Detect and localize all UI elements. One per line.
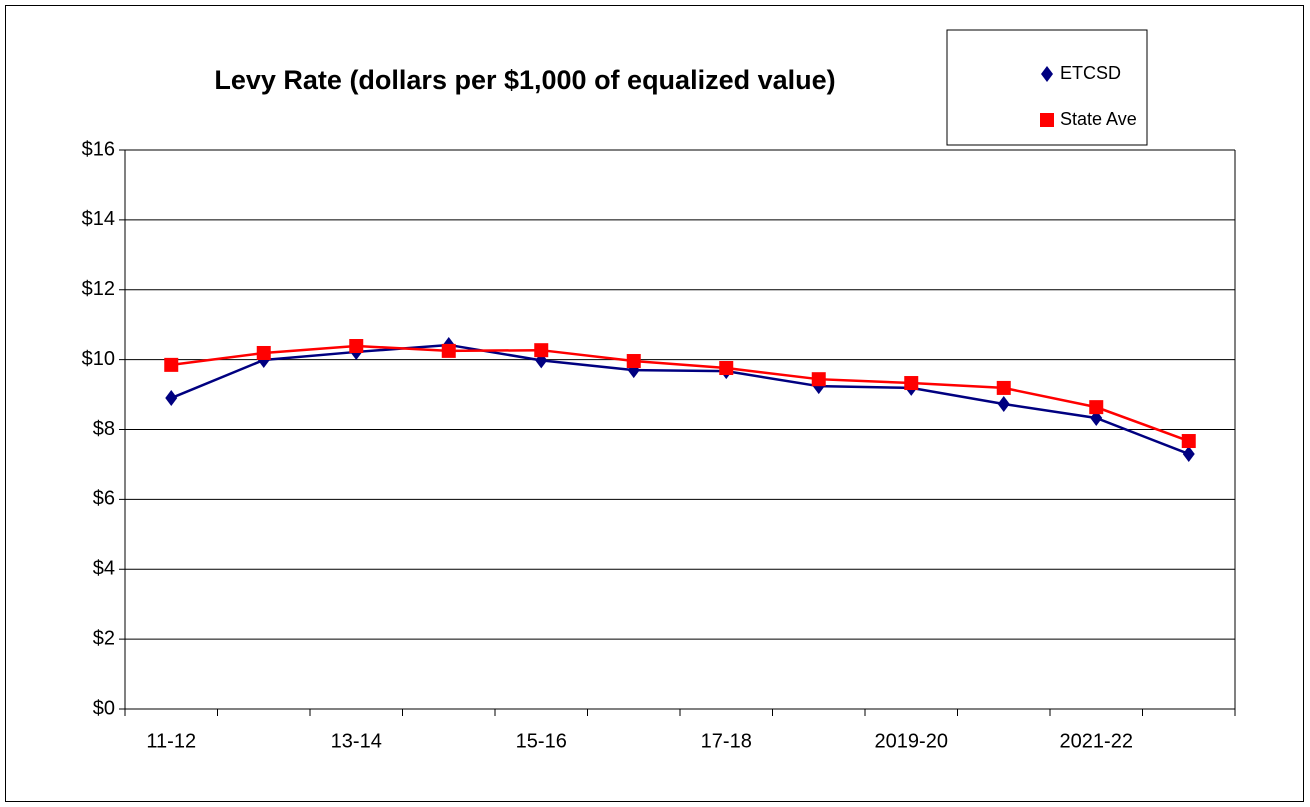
y-tick-label: $2 <box>93 627 115 649</box>
data-point <box>441 343 456 358</box>
data-point <box>996 380 1011 395</box>
legend-label: ETCSD <box>1060 63 1121 83</box>
y-tick-label: $4 <box>93 558 115 580</box>
chart-title: Levy Rate (dollars per $1,000 of equaliz… <box>214 65 835 95</box>
data-point <box>997 395 1010 412</box>
y-tick-label: $12 <box>82 278 115 300</box>
y-tick-label: $8 <box>93 418 115 440</box>
data-point <box>811 372 826 387</box>
series-line <box>170 343 1190 456</box>
legend-label: State Ave <box>1060 109 1137 129</box>
data-point <box>1181 434 1196 449</box>
data-point <box>256 345 271 360</box>
y-tick-label: $6 <box>93 488 115 510</box>
data-point <box>349 338 364 353</box>
data-point <box>165 390 178 407</box>
data-point <box>1089 400 1104 415</box>
data-point <box>719 361 734 376</box>
data-point <box>534 343 549 358</box>
data-point <box>1182 445 1195 462</box>
data-point <box>904 376 919 391</box>
y-tick-label: $14 <box>82 208 115 230</box>
x-tick-label: 15-16 <box>516 730 567 752</box>
x-tick-label: 11-12 <box>146 730 196 752</box>
data-point <box>164 357 179 372</box>
data-point <box>626 354 641 369</box>
x-tick-label: 17-18 <box>701 730 752 752</box>
y-tick-label: $16 <box>82 138 115 160</box>
x-tick-label: 2019-20 <box>875 730 948 752</box>
x-tick-label: 13-14 <box>331 730 382 752</box>
legend-marker <box>1041 66 1053 82</box>
y-tick-label: $10 <box>82 348 115 370</box>
y-tick-label: $0 <box>93 697 115 719</box>
legend-marker <box>1040 113 1054 127</box>
series-line <box>171 344 1190 443</box>
x-tick-label: 2021-22 <box>1060 730 1133 752</box>
